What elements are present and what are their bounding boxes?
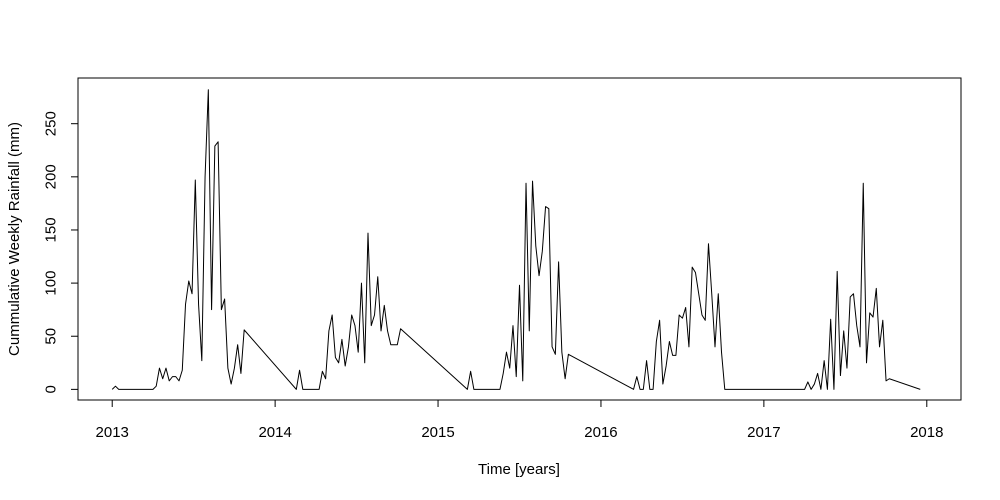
x-axis: 2013 2014 2015 2016 2017 2018 [96, 399, 943, 441]
y-tick-label: 150 [43, 217, 60, 242]
x-tick-label: 2014 [258, 424, 291, 441]
y-tick-label: 200 [43, 164, 60, 189]
y-axis-title: Cummulative Weekly Rainfall (mm) [6, 122, 23, 356]
series-layer [111, 89, 921, 390]
x-tick-label: 2017 [747, 424, 780, 441]
y-axis: 0 50 100 150 200 250 [43, 111, 79, 394]
x-tick-label: 2018 [910, 424, 943, 441]
y-tick-label: 250 [43, 111, 60, 136]
x-axis-title: Time [years] [478, 461, 560, 478]
y-tick-label: 100 [43, 271, 60, 296]
x-tick-label: 2016 [584, 424, 617, 441]
y-tick-label: 50 [43, 328, 60, 345]
rainfall-series-line [111, 89, 921, 390]
x-tick-label: 2013 [96, 424, 129, 441]
y-tick-label: 0 [43, 385, 60, 393]
x-tick-label: 2015 [421, 424, 454, 441]
